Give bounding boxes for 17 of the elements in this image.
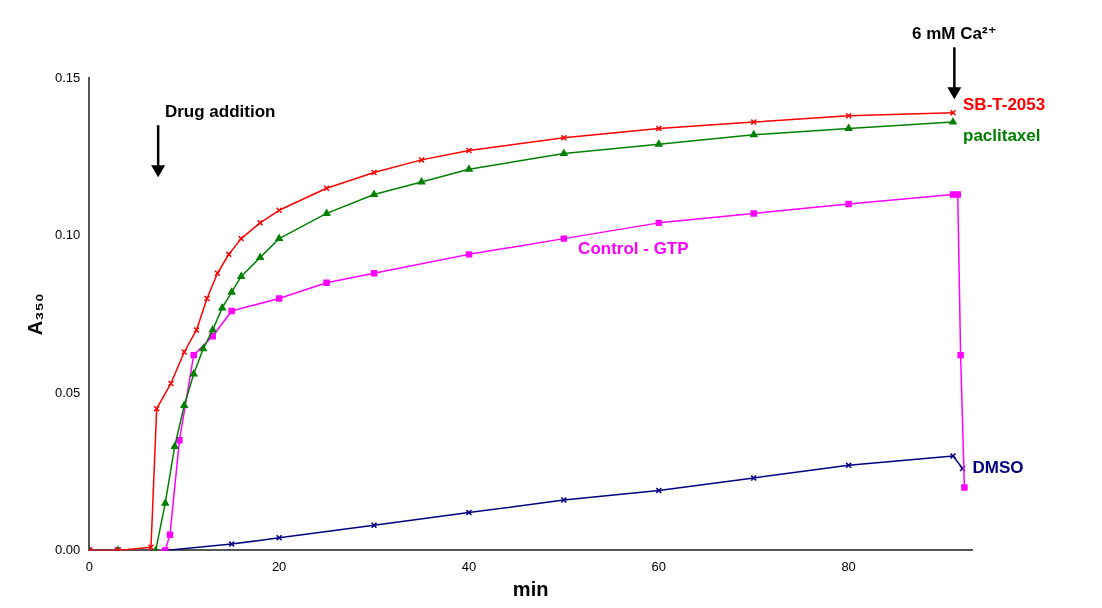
x-tick-label: 40 xyxy=(461,558,477,574)
series-label: DMSO xyxy=(972,458,1024,478)
x-tick-label: 20 xyxy=(271,558,287,574)
annotation: Drug addition xyxy=(164,102,276,122)
y-tick-label: 0.05 xyxy=(54,384,81,400)
y-tick-label: 0.00 xyxy=(54,541,81,557)
y-axis-title: A₃₅₀ xyxy=(23,293,46,336)
x-tick-label: 0 xyxy=(85,558,93,574)
series-label: SB-T-2053 xyxy=(963,95,1046,115)
text: 6 mM Ca²⁺ xyxy=(912,24,997,44)
x-tick-label: 60 xyxy=(651,558,667,574)
series-label: paclitaxel xyxy=(963,125,1041,145)
x-tick-label: 80 xyxy=(841,558,856,574)
x-axis-title: min xyxy=(512,577,549,600)
series-label: Control - GTP xyxy=(578,239,689,259)
y-tick-label: 0.10 xyxy=(54,227,81,243)
y-tick-label: 0.15 xyxy=(54,69,81,85)
